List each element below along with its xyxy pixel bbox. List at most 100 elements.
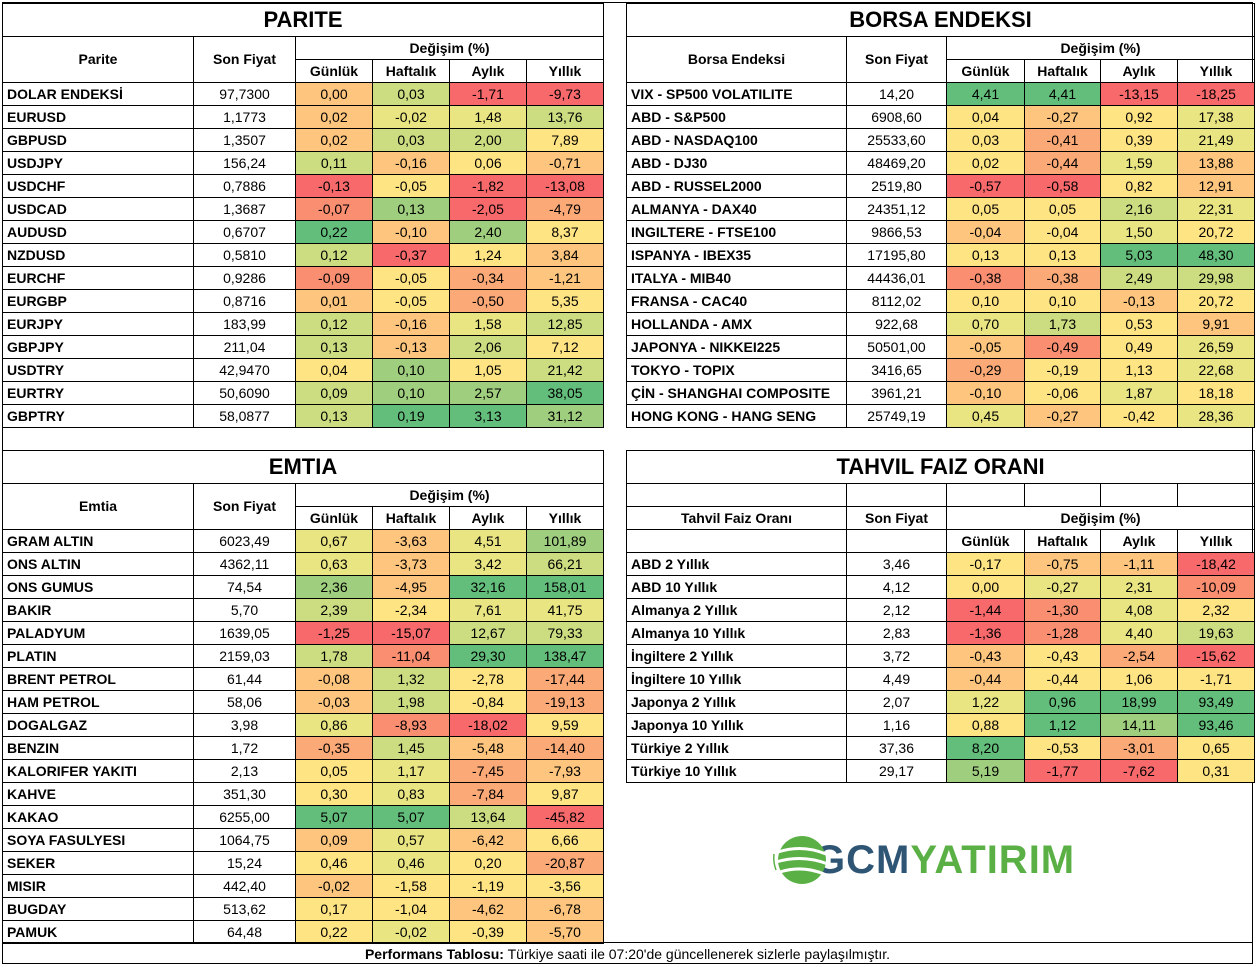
row-price: 2519,80 (846, 174, 947, 198)
monthly-change-cell: 1,24 (449, 243, 527, 267)
row-name: ABD - RUSSEL2000 (626, 174, 847, 198)
monthly-change-cell: -5,48 (449, 736, 527, 760)
weekly-change-cell: -0,38 (1024, 266, 1101, 290)
table-row: ONS ALTIN 4362,11 0,63 -3,73 3,42 66,21 (2, 552, 605, 576)
weekly-change-cell: -0,19 (1024, 358, 1101, 382)
row-name: VIX - SP500 VOLATILITE (626, 82, 847, 106)
daily-change-cell: 0,09 (295, 828, 373, 852)
daily-change-cell: 0,67 (295, 529, 373, 553)
row-price: 183,99 (193, 312, 296, 336)
table-row: ABD - RUSSEL2000 2519,80 -0,57 -0,58 0,82 12,… (626, 174, 1256, 198)
weekly-change-cell: 1,12 (1024, 713, 1101, 737)
yearly-change-cell: -6,78 (525, 897, 605, 921)
row-price: 5,70 (193, 598, 296, 622)
weekly-change-cell: -0,27 (1024, 105, 1101, 129)
weekly-change-cell: -0,05 (372, 174, 450, 198)
table-row: İngiltere 10 Yıllık 4,49 -0,44 -0,44 1,06 -1,… (626, 667, 1256, 691)
daily-change-cell: 0,22 (295, 920, 373, 944)
col-header-name: Borsa Endeksi (626, 36, 847, 83)
row-name: Türkiye 2 Yıllık (626, 736, 847, 760)
weekly-change-cell: 0,10 (372, 358, 450, 382)
daily-change-cell: 0,86 (295, 713, 373, 737)
table-row: BUGDAY 513,62 0,17 -1,04 -4,62 -6,78 (2, 897, 605, 921)
monthly-change-cell: 2,40 (449, 220, 527, 244)
row-price: 3,72 (846, 644, 947, 668)
daily-change-cell: 0,04 (295, 358, 373, 382)
daily-change-cell: 0,05 (946, 197, 1025, 221)
yearly-change-cell: -18,25 (1176, 82, 1256, 106)
weekly-change-cell: -0,06 (1024, 381, 1101, 405)
daily-change-cell: 0,63 (295, 552, 373, 576)
daily-change-cell: 0,04 (946, 105, 1025, 129)
table-row: Türkiye 2 Yıllık 37,36 8,20 -0,53 -3,01 0,65 (626, 736, 1256, 760)
row-name: PALADYUM (2, 621, 194, 645)
row-price: 4,12 (846, 575, 947, 599)
daily-change-cell: 5,07 (295, 805, 373, 829)
row-price: 1,16 (846, 713, 947, 737)
yearly-change-cell: 21,49 (1176, 128, 1256, 152)
row-name: BUGDAY (2, 897, 194, 921)
weekly-change-cell: -3,73 (372, 552, 450, 576)
yearly-change-cell: -15,62 (1176, 644, 1256, 668)
table-row: ABD - NASDAQ100 25533,60 0,03 -0,41 0,39 21,4… (626, 128, 1256, 152)
weekly-change-cell: 0,10 (1024, 289, 1101, 313)
row-price: 351,30 (193, 782, 296, 806)
yearly-change-cell: 18,18 (1176, 381, 1256, 405)
row-price: 3416,65 (846, 358, 947, 382)
yearly-change-cell: 0,31 (1176, 759, 1256, 783)
tahvil-table: TAHVIL FAIZ ORANI Tahvil Faiz Oranı Son … (625, 450, 1256, 783)
yearly-change-cell: -13,08 (525, 174, 605, 198)
weekly-change-cell: 1,32 (372, 667, 450, 691)
table-row: USDCHF 0,7886 -0,13 -0,05 -1,82 -13,08 (2, 174, 605, 198)
weekly-change-cell: -0,02 (372, 920, 450, 944)
yearly-change-cell: 2,32 (1176, 598, 1256, 622)
row-name: USDJPY (2, 151, 194, 175)
yearly-change-cell: 20,72 (1176, 220, 1256, 244)
weekly-change-cell: -1,58 (372, 874, 450, 898)
yearly-change-cell: 41,75 (525, 598, 605, 622)
row-price: 15,24 (193, 851, 296, 875)
table-row: ÇİN - SHANGHAI COMPOSITE 3961,21 -0,10 -0,0… (626, 381, 1256, 405)
weekly-change-cell: -11,04 (372, 644, 450, 668)
weekly-change-cell: -0,10 (372, 220, 450, 244)
blank-cell (626, 529, 847, 553)
yearly-change-cell: 158,01 (525, 575, 605, 599)
table-row: PLATIN 2159,03 1,78 -11,04 29,30 138,47 (2, 644, 605, 668)
row-price: 3,46 (846, 552, 947, 576)
row-name: HAM PETROL (2, 690, 194, 714)
col-header-change: Değişim (%) (945, 36, 1256, 60)
monthly-change-cell: 2,06 (449, 335, 527, 359)
yearly-change-cell: 0,65 (1176, 736, 1256, 760)
weekly-change-cell: 1,73 (1024, 312, 1101, 336)
monthly-change-cell: 1,05 (449, 358, 527, 382)
monthly-change-cell: -2,78 (449, 667, 527, 691)
row-price: 0,5810 (193, 243, 296, 267)
row-price: 0,9286 (193, 266, 296, 290)
row-price: 2,07 (846, 690, 947, 714)
col-header-weekly: Haftalık (372, 506, 450, 530)
table-row: USDTRY 42,9470 0,04 0,10 1,05 21,42 (2, 358, 605, 382)
yearly-change-cell: 93,46 (1176, 713, 1256, 737)
table-row: EURJPY 183,99 0,12 -0,16 1,58 12,85 (2, 312, 605, 336)
col-header-name: Tahvil Faiz Oranı (626, 506, 847, 530)
weekly-change-cell: 0,10 (372, 381, 450, 405)
daily-change-cell: -1,25 (295, 621, 373, 645)
globe-icon (773, 836, 828, 884)
daily-change-cell: 5,19 (946, 759, 1025, 783)
daily-change-cell: -0,43 (946, 644, 1025, 668)
monthly-change-cell: 18,99 (1100, 690, 1178, 714)
table-row: NZDUSD 0,5810 0,12 -0,37 1,24 3,84 (2, 243, 605, 267)
col-header-daily: Günlük (295, 59, 373, 83)
table-title: EMTIA (1, 450, 605, 484)
monthly-change-cell: -4,62 (449, 897, 527, 921)
yearly-change-cell: 138,47 (525, 644, 605, 668)
row-name: EURCHF (2, 266, 194, 290)
table-row: EURCHF 0,9286 -0,09 -0,05 -0,34 -1,21 (2, 266, 605, 290)
row-price: 8112,02 (846, 289, 947, 313)
table-row: HOLLANDA - AMX 922,68 0,70 1,73 0,53 9,91 (626, 312, 1256, 336)
row-name: HONG KONG - HANG SENG (626, 404, 847, 428)
footer-text: Türkiye saati ile 07:20'de güncellenerek… (503, 946, 891, 962)
row-name: ONS GUMUS (2, 575, 194, 599)
monthly-change-cell: 5,03 (1100, 243, 1178, 267)
yearly-change-cell: -4,79 (525, 197, 605, 221)
